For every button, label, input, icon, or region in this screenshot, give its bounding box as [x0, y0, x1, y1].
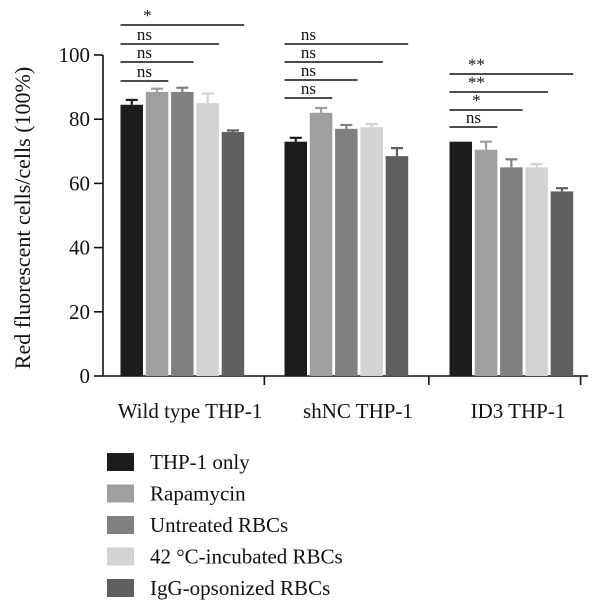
legend-label-2: Untreated RBCs: [150, 513, 288, 537]
y-tick-label-0: 0: [80, 364, 91, 388]
axes: 0 20 40 60 80 100 Wild type THP-1 shNC THP-1 ID3…: [59, 43, 588, 423]
sig-label-2: ns: [137, 25, 152, 44]
legend-label-0: THP-1 only: [150, 450, 250, 474]
sig-label-10: **: [468, 73, 485, 92]
legend-label-4: IgG-opsonized RBCs: [150, 576, 330, 600]
bar-2-0: [449, 141, 472, 376]
bar-1-4: [385, 156, 409, 376]
legend-swatch-0: [107, 453, 134, 471]
x-tick-label-2: ID3 THP-1: [471, 399, 566, 423]
sig-label-1: ns: [137, 43, 152, 62]
y-tick-label-40: 40: [69, 236, 90, 260]
bar-0-3: [196, 103, 219, 377]
legend-swatch-1: [107, 484, 134, 503]
sig-label-4: ns: [301, 79, 316, 98]
bar-0-2: [171, 91, 194, 376]
legend-label-3: 42 °C-incubated RBCs: [150, 545, 343, 569]
x-tick-label-0: Wild type THP-1: [118, 399, 263, 423]
sig-label-9: *: [472, 91, 481, 110]
sig-label-11: **: [468, 55, 485, 74]
x-tick-label-1: shNC THP-1: [303, 399, 413, 423]
bars: [120, 86, 574, 377]
legend-swatch-4: [107, 579, 134, 597]
sig-label-6: ns: [301, 43, 316, 62]
y-tick-label-20: 20: [69, 300, 90, 324]
sig-label-5: ns: [301, 61, 316, 80]
y-tick-label-60: 60: [69, 171, 90, 195]
bar-1-1: [309, 112, 333, 376]
y-tick-label-100: 100: [59, 43, 91, 67]
legend-swatch-2: [107, 516, 134, 534]
y-axis-title: Red fluorescent cells/cells (100%): [10, 67, 35, 369]
legend-swatch-3: [107, 547, 134, 566]
legend-label-1: Rapamycin: [150, 482, 246, 506]
sig-label-8: ns: [466, 108, 481, 127]
bar-0-1: [145, 91, 169, 376]
y-tick-label-80: 80: [69, 107, 90, 131]
sig-label-0: ns: [137, 62, 152, 81]
bar-2-1: [474, 149, 498, 376]
bar-2-3: [525, 167, 548, 376]
bar-0-0: [120, 104, 143, 376]
bar-0-4: [221, 132, 245, 376]
bar-2-4: [550, 191, 574, 376]
bar-1-2: [335, 128, 358, 376]
sig-label-3: *: [143, 6, 152, 25]
bar-2-2: [500, 167, 523, 376]
bar-1-3: [360, 127, 383, 376]
bar-1-0: [284, 141, 307, 376]
legend: THP-1 only Rapamycin Untreated RBCs 42 °C-i…: [107, 450, 343, 600]
sig-label-7: ns: [301, 25, 316, 44]
